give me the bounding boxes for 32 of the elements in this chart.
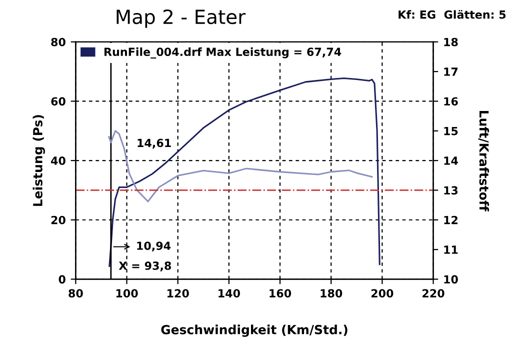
chart-subtitle: Kf: EG Glätten: 5 bbox=[398, 10, 506, 19]
x-axis-title: Geschwindigkeit (Km/Std.) bbox=[161, 324, 348, 337]
x-tick-label: 120 bbox=[168, 289, 189, 298]
x-tick-label: 100 bbox=[116, 289, 138, 298]
annotation: 14,61 bbox=[138, 138, 171, 149]
y2-tick-label: 12 bbox=[444, 216, 458, 224]
y2-tick-label: 14 bbox=[444, 156, 458, 165]
y2-tick-label: 13 bbox=[444, 186, 458, 195]
x-tick-label: 180 bbox=[320, 289, 342, 298]
y2-tick-label: 15 bbox=[444, 126, 458, 136]
line-series bbox=[108, 130, 373, 202]
y-tick-label: 20 bbox=[51, 216, 66, 224]
chart-title: Map 2 - Eater bbox=[116, 9, 246, 28]
y-tick-label: 80 bbox=[51, 38, 66, 46]
y2-axis-title: Luft/Kraftstoff bbox=[478, 110, 489, 212]
y-axis-title: Leistung (Ps) bbox=[32, 115, 45, 206]
y2-tick-label: 18 bbox=[444, 38, 458, 46]
x-tick-label: 160 bbox=[270, 289, 292, 298]
x-tick-label: 80 bbox=[68, 289, 83, 298]
y-tick-label: 40 bbox=[51, 156, 66, 165]
y-tick-label: 60 bbox=[51, 97, 66, 106]
y2-tick-label: 11 bbox=[444, 246, 458, 254]
y2-tick-label: 10 bbox=[444, 275, 458, 284]
legend-label: RunFile_004.drf Max Leistung = 67,74 bbox=[104, 47, 342, 58]
y2-tick-label: 16 bbox=[444, 97, 458, 106]
x-tick-label: 200 bbox=[371, 289, 394, 298]
y-tick-label: 0 bbox=[58, 275, 66, 284]
x-tick-label: 220 bbox=[422, 289, 444, 298]
x-tick-label: 140 bbox=[218, 289, 240, 298]
y2-tick-label: 17 bbox=[444, 68, 458, 76]
ref-line-label: X = 93,8 bbox=[118, 262, 172, 272]
annotation: 10,94 bbox=[137, 242, 171, 252]
